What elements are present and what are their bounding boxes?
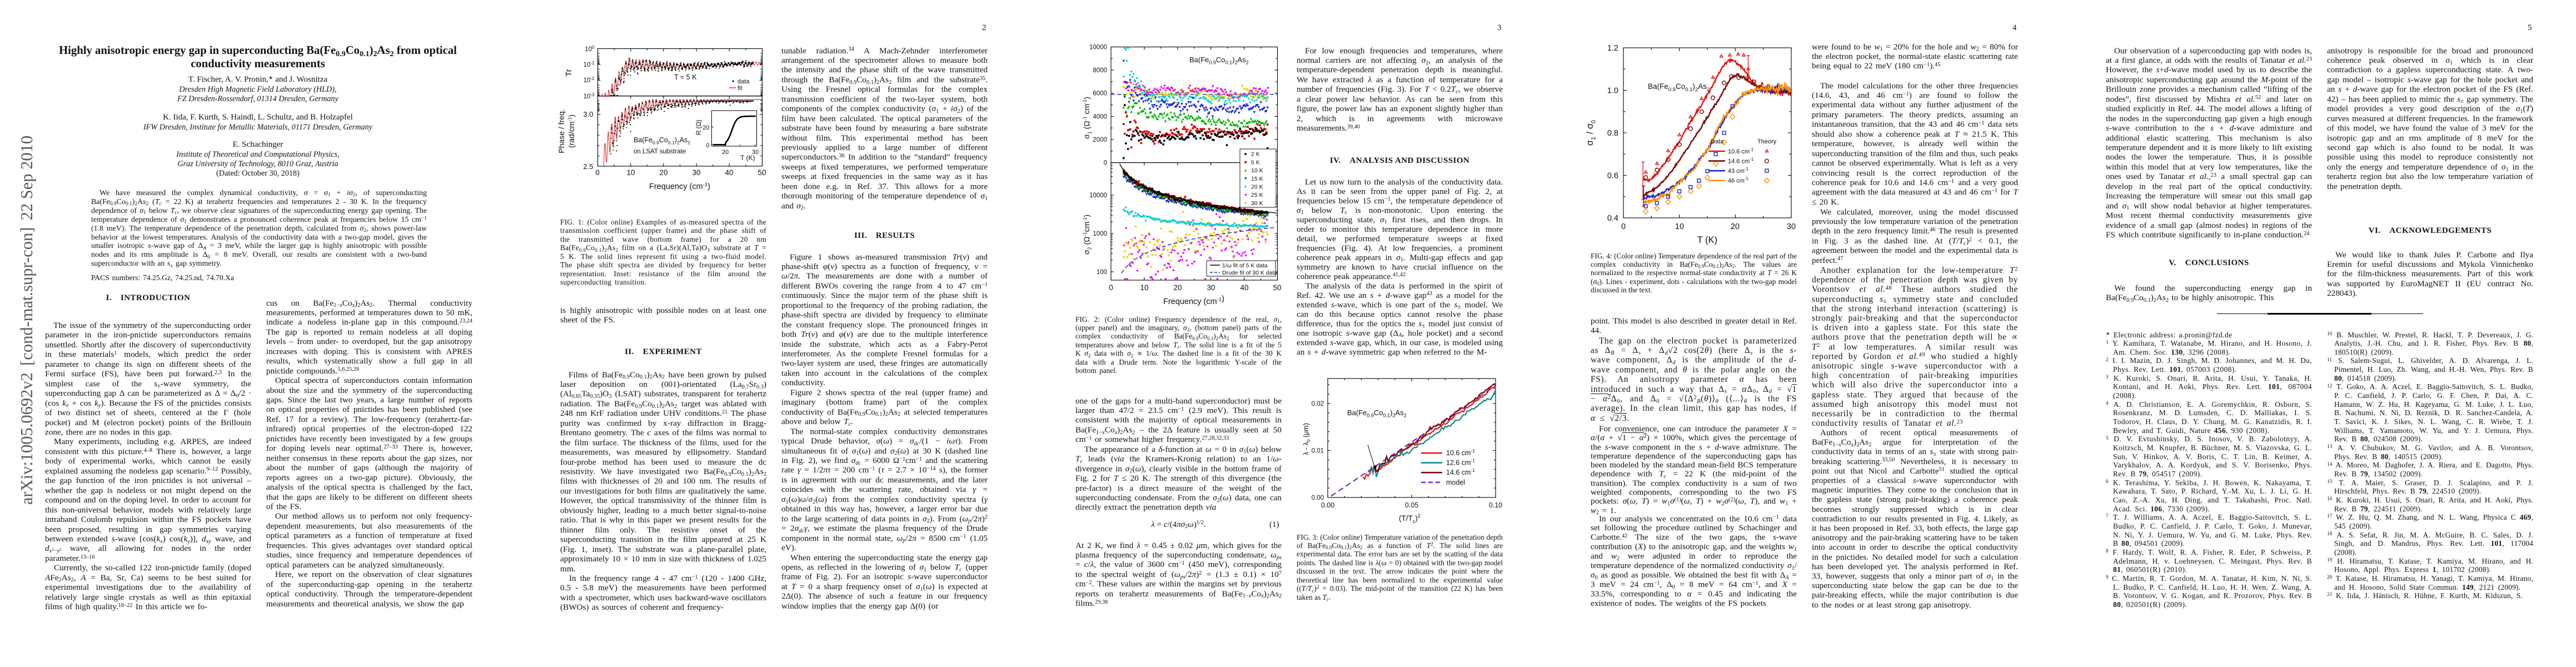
svg-text:3.0: 3.0	[583, 110, 593, 118]
svg-text:2.5: 2.5	[583, 162, 593, 171]
svg-text:10: 10	[1675, 222, 1684, 231]
svg-text:20: 20	[1173, 283, 1182, 292]
svg-text:43 cm-1: 43 cm-1	[1728, 167, 1749, 175]
svg-text:1.2: 1.2	[1607, 44, 1618, 53]
svg-text:40: 40	[1240, 283, 1248, 292]
svg-text:50: 50	[758, 168, 766, 177]
svg-text:30: 30	[752, 149, 759, 156]
svg-text:σ2 (Ω-1cm-1): σ2 (Ω-1cm-1)	[1082, 215, 1093, 255]
svg-text:20: 20	[702, 125, 709, 131]
svg-text:20: 20	[659, 168, 667, 177]
svg-text:Theory: Theory	[1757, 138, 1777, 145]
svg-text:1000: 1000	[1093, 231, 1107, 237]
svg-text:25 K: 25 K	[1251, 192, 1263, 198]
svg-text:R (Ω): R (Ω)	[696, 120, 702, 135]
svg-text:Frequency (cm-1): Frequency (cm-1)	[1163, 295, 1224, 306]
svg-text:on LSAT substrate: on LSAT substrate	[634, 148, 686, 155]
svg-text:0.00: 0.00	[1321, 501, 1334, 509]
svg-text:Data: Data	[1711, 138, 1724, 145]
svg-text:100: 100	[1097, 269, 1107, 276]
svg-text:8000: 8000	[1093, 67, 1107, 74]
svg-text:Ba(Fe0.9Co0.1)2As2: Ba(Fe0.9Co0.1)2As2	[634, 136, 690, 146]
svg-text:40: 40	[725, 168, 733, 177]
svg-text:T (K): T (K)	[740, 154, 755, 162]
svg-text:6000: 6000	[1093, 91, 1107, 97]
svg-text:Frequency (cm-1): Frequency (cm-1)	[649, 182, 710, 191]
svg-text:0.00: 0.00	[1312, 495, 1324, 501]
svg-text:data: data	[738, 78, 750, 85]
svg-text:1/ω fit of 5 K data: 1/ω fit of 5 K data	[1222, 262, 1268, 269]
svg-text:Ba(Fe0.9Co0.1)2As2: Ba(Fe0.9Co0.1)2As2	[1189, 56, 1249, 66]
svg-text:0.02: 0.02	[1312, 401, 1324, 407]
svg-text:0.8: 0.8	[1607, 129, 1618, 138]
svg-text:5 K: 5 K	[1251, 159, 1260, 166]
svg-text:30: 30	[1787, 222, 1796, 231]
svg-text:0: 0	[1621, 222, 1626, 231]
svg-text:σ1 / σ0: σ1 / σ0	[1585, 120, 1597, 146]
svg-text:2 K: 2 K	[1251, 151, 1260, 158]
svg-text:20: 20	[722, 149, 729, 156]
svg-text:10000: 10000	[1089, 44, 1107, 51]
svg-text:λ - λ0 (μm): λ - λ0 (μm)	[1302, 423, 1312, 455]
svg-text:10-1: 10-1	[584, 61, 595, 68]
svg-text:0.6: 0.6	[1607, 172, 1618, 181]
svg-text:0: 0	[1109, 283, 1113, 292]
svg-text:model: model	[1446, 479, 1465, 486]
svg-text:10: 10	[626, 168, 635, 177]
svg-text:fit: fit	[738, 85, 743, 92]
svg-text:1.0: 1.0	[1607, 87, 1618, 96]
svg-text:(T/Tc)2: (T/Tc)2	[1399, 513, 1421, 524]
svg-text:100: 100	[585, 45, 595, 53]
svg-text:15 K: 15 K	[1251, 176, 1263, 182]
svg-text:10.6 cm-1: 10.6 cm-1	[1446, 448, 1475, 457]
svg-text:50: 50	[1273, 283, 1281, 292]
svg-text:(rad/cm-1): (rad/cm-1)	[567, 115, 576, 148]
svg-text:12.6 cm-1: 12.6 cm-1	[1446, 458, 1475, 467]
svg-text:14.6 cm-1: 14.6 cm-1	[1728, 157, 1754, 165]
svg-text:0.10: 0.10	[1489, 501, 1502, 509]
svg-text:Phase / freq.: Phase / freq.	[557, 109, 566, 153]
svg-text:10000: 10000	[1089, 192, 1107, 199]
svg-text:T (K): T (K)	[1697, 235, 1717, 245]
svg-text:Ba(Fe0.9Co0.1)2As2: Ba(Fe0.9Co0.1)2As2	[1347, 409, 1407, 419]
svg-text:0: 0	[595, 168, 600, 177]
svg-text:0: 0	[1104, 160, 1107, 167]
svg-text:Drude fit of 30 K data: Drude fit of 30 K data	[1222, 270, 1277, 276]
svg-text:46 cm-1: 46 cm-1	[1728, 176, 1749, 185]
svg-text:0.01: 0.01	[1312, 448, 1324, 455]
svg-text:10-2: 10-2	[584, 76, 595, 84]
svg-text:20 K: 20 K	[1251, 184, 1263, 191]
svg-text:4000: 4000	[1093, 113, 1107, 120]
svg-text:20: 20	[1731, 222, 1740, 231]
svg-text:10 K: 10 K	[1251, 167, 1263, 174]
svg-text:σ1 (Ω-1 cm-1): σ1 (Ω-1 cm-1)	[1082, 97, 1093, 139]
svg-text:14.6 cm-1: 14.6 cm-1	[1446, 467, 1475, 476]
svg-text:Tr: Tr	[564, 69, 574, 77]
svg-text:30 K: 30 K	[1251, 200, 1263, 207]
svg-text:0.4: 0.4	[1607, 214, 1618, 223]
svg-text:10.6 cm-1: 10.6 cm-1	[1728, 147, 1754, 155]
svg-text:30: 30	[692, 168, 700, 177]
svg-text:30: 30	[1207, 283, 1215, 292]
svg-text:10: 10	[1140, 283, 1148, 292]
svg-text:0: 0	[706, 142, 709, 149]
svg-text:Ba(Fe0.9Co0.1)2As2: Ba(Fe0.9Co0.1)2As2	[1648, 82, 1710, 93]
svg-text:0.05: 0.05	[1405, 501, 1418, 509]
svg-text:10-3: 10-3	[584, 92, 595, 100]
svg-text:2000: 2000	[1093, 137, 1107, 143]
svg-text:T = 5 K: T = 5 K	[674, 73, 697, 81]
